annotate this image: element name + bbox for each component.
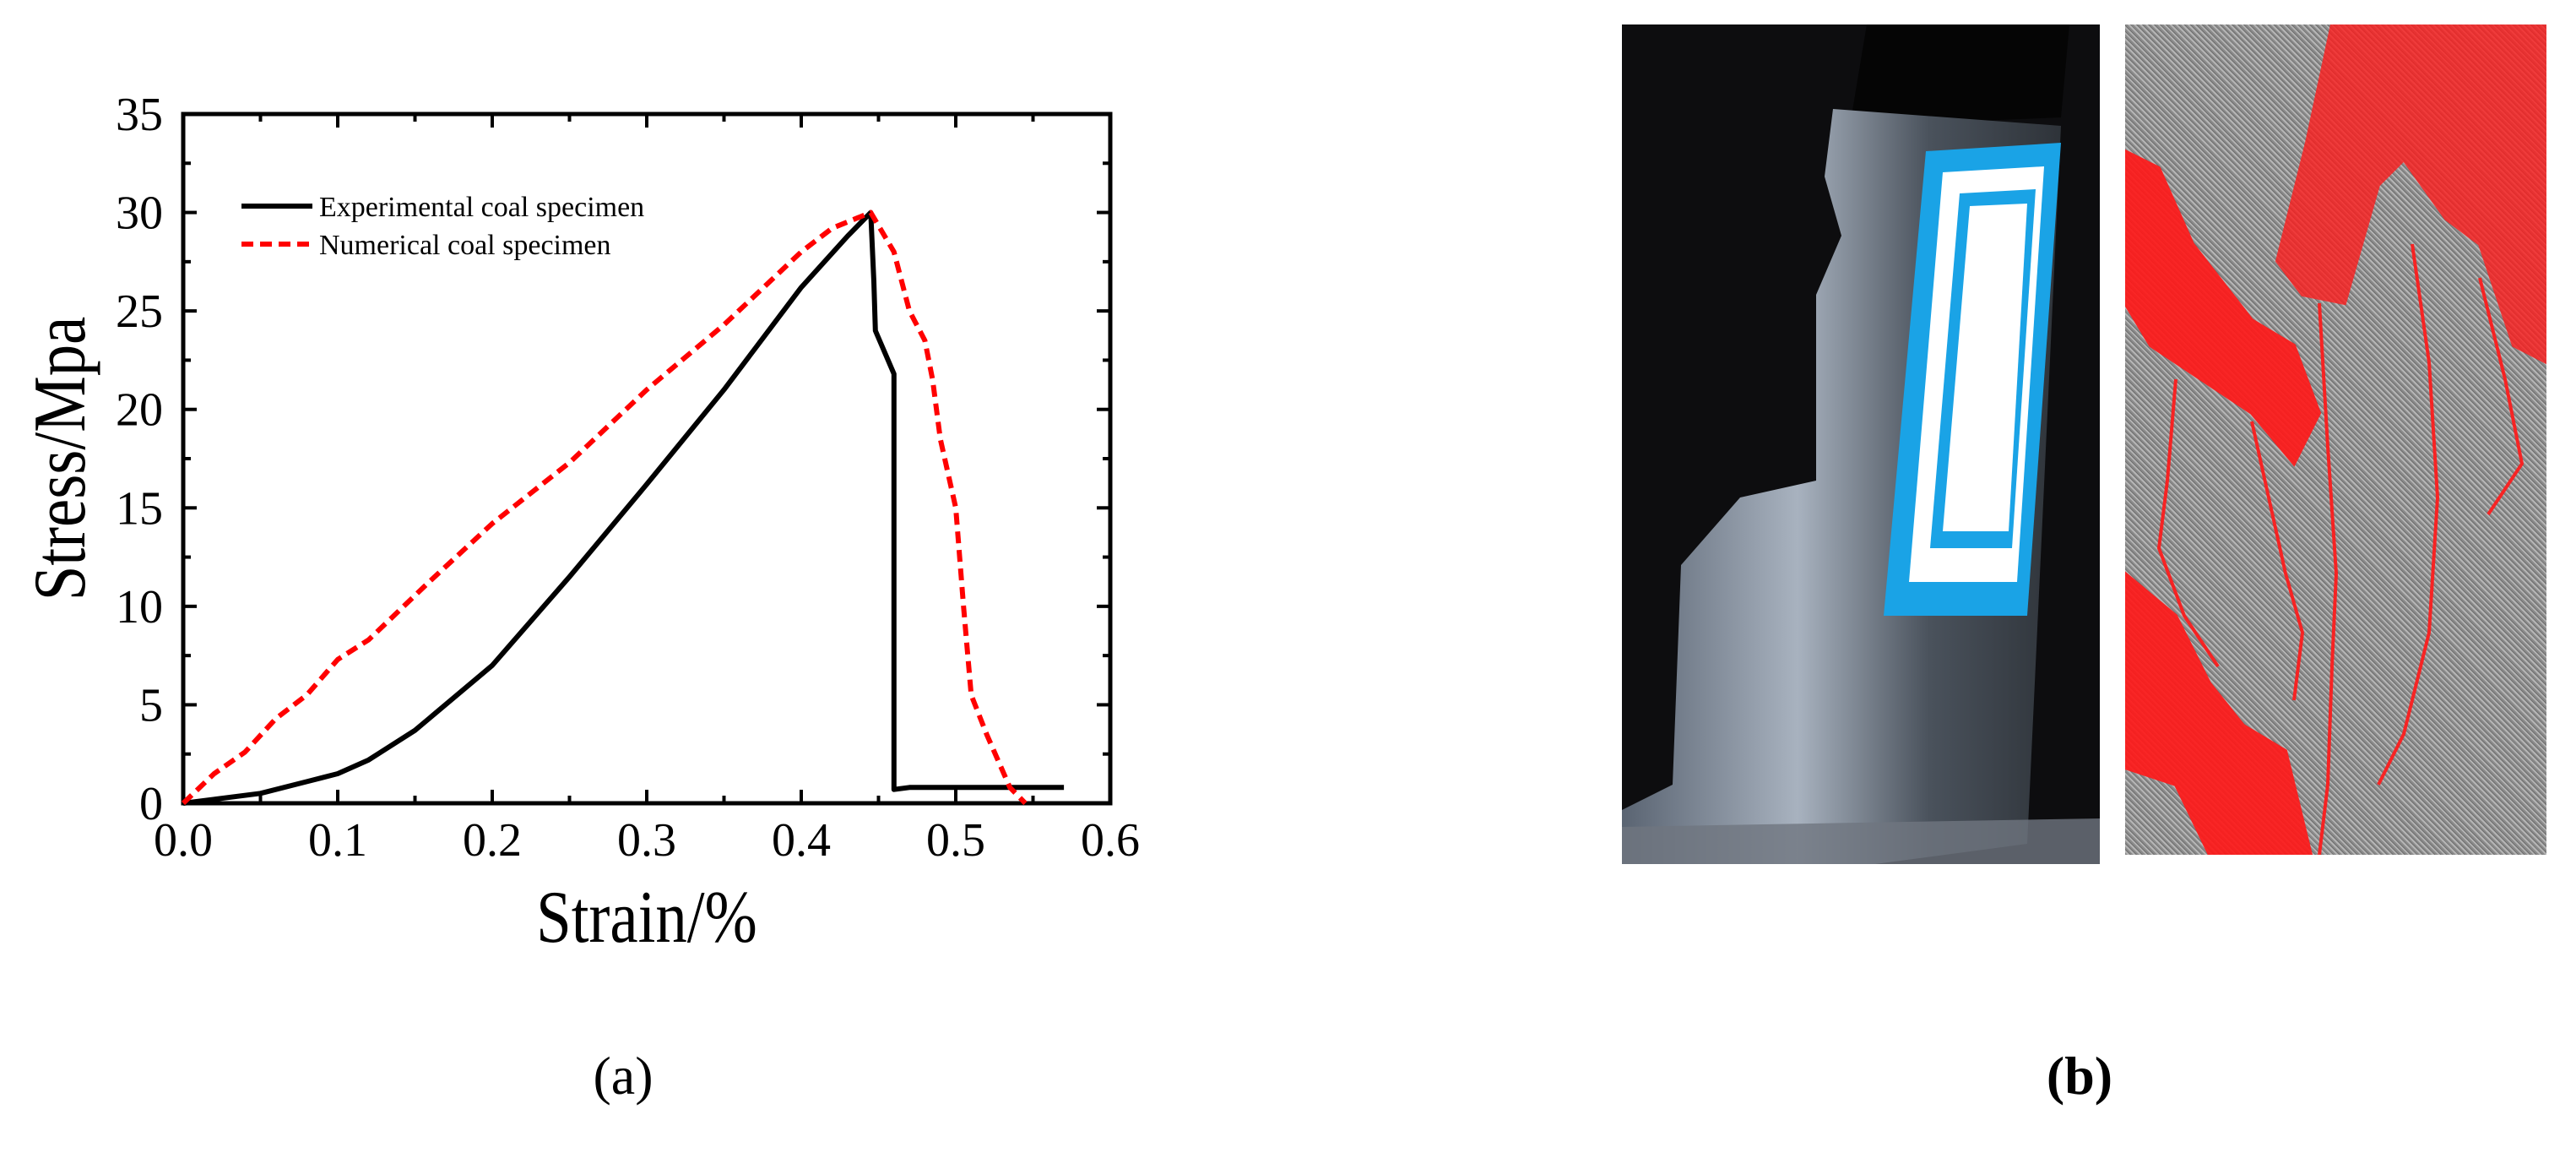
numerical-specimen-crack-map: [2125, 24, 2546, 855]
x-tick-label: 0.6: [1081, 814, 1140, 867]
y-axis-title: Stress/Mpa: [18, 317, 100, 601]
panel-label-a: (a): [593, 1046, 653, 1106]
x-tick-label: 0.0: [154, 814, 213, 867]
x-axis-title: Strain/%: [536, 875, 757, 958]
y-tick-label: 0: [139, 778, 163, 830]
ticks: [182, 112, 1112, 805]
y-tick-label: 15: [116, 482, 163, 535]
x-tick-label: 0.3: [617, 814, 676, 867]
series-line-numerical: [181, 209, 1028, 806]
y-tick-label: 10: [116, 581, 163, 633]
x-tick-label: 0.5: [926, 814, 985, 867]
series-group: [181, 209, 1065, 806]
y-tick-label: 5: [139, 679, 163, 731]
x-tick-labels: 0.0 0.1 0.2 0.3 0.4 0.5 0.6: [154, 814, 1140, 867]
y-tick-labels: 0 5 10 15 20 25 30 35: [116, 89, 163, 830]
legend-label-numerical: Numerical coal specimen: [319, 230, 611, 261]
legend: Experimental coal specimen Numerical coa…: [241, 192, 644, 261]
y-tick-label: 25: [116, 285, 163, 338]
crack-pattern-illustration: [2125, 24, 2546, 855]
panel-label-b: (b): [2047, 1046, 2112, 1106]
coal-specimen-photo: [1622, 24, 2100, 864]
y-tick-label: 35: [116, 89, 163, 141]
y-tick-label: 30: [116, 188, 163, 240]
coal-specimen-illustration: [1622, 24, 2100, 864]
x-tick-label: 0.1: [308, 814, 367, 867]
legend-label-experimental: Experimental coal specimen: [319, 192, 644, 223]
series-line-experimental: [182, 209, 1065, 806]
x-tick-label: 0.2: [463, 814, 522, 867]
y-tick-label: 20: [116, 384, 163, 437]
x-tick-label: 0.4: [772, 814, 831, 867]
plot-area: [181, 111, 1113, 806]
